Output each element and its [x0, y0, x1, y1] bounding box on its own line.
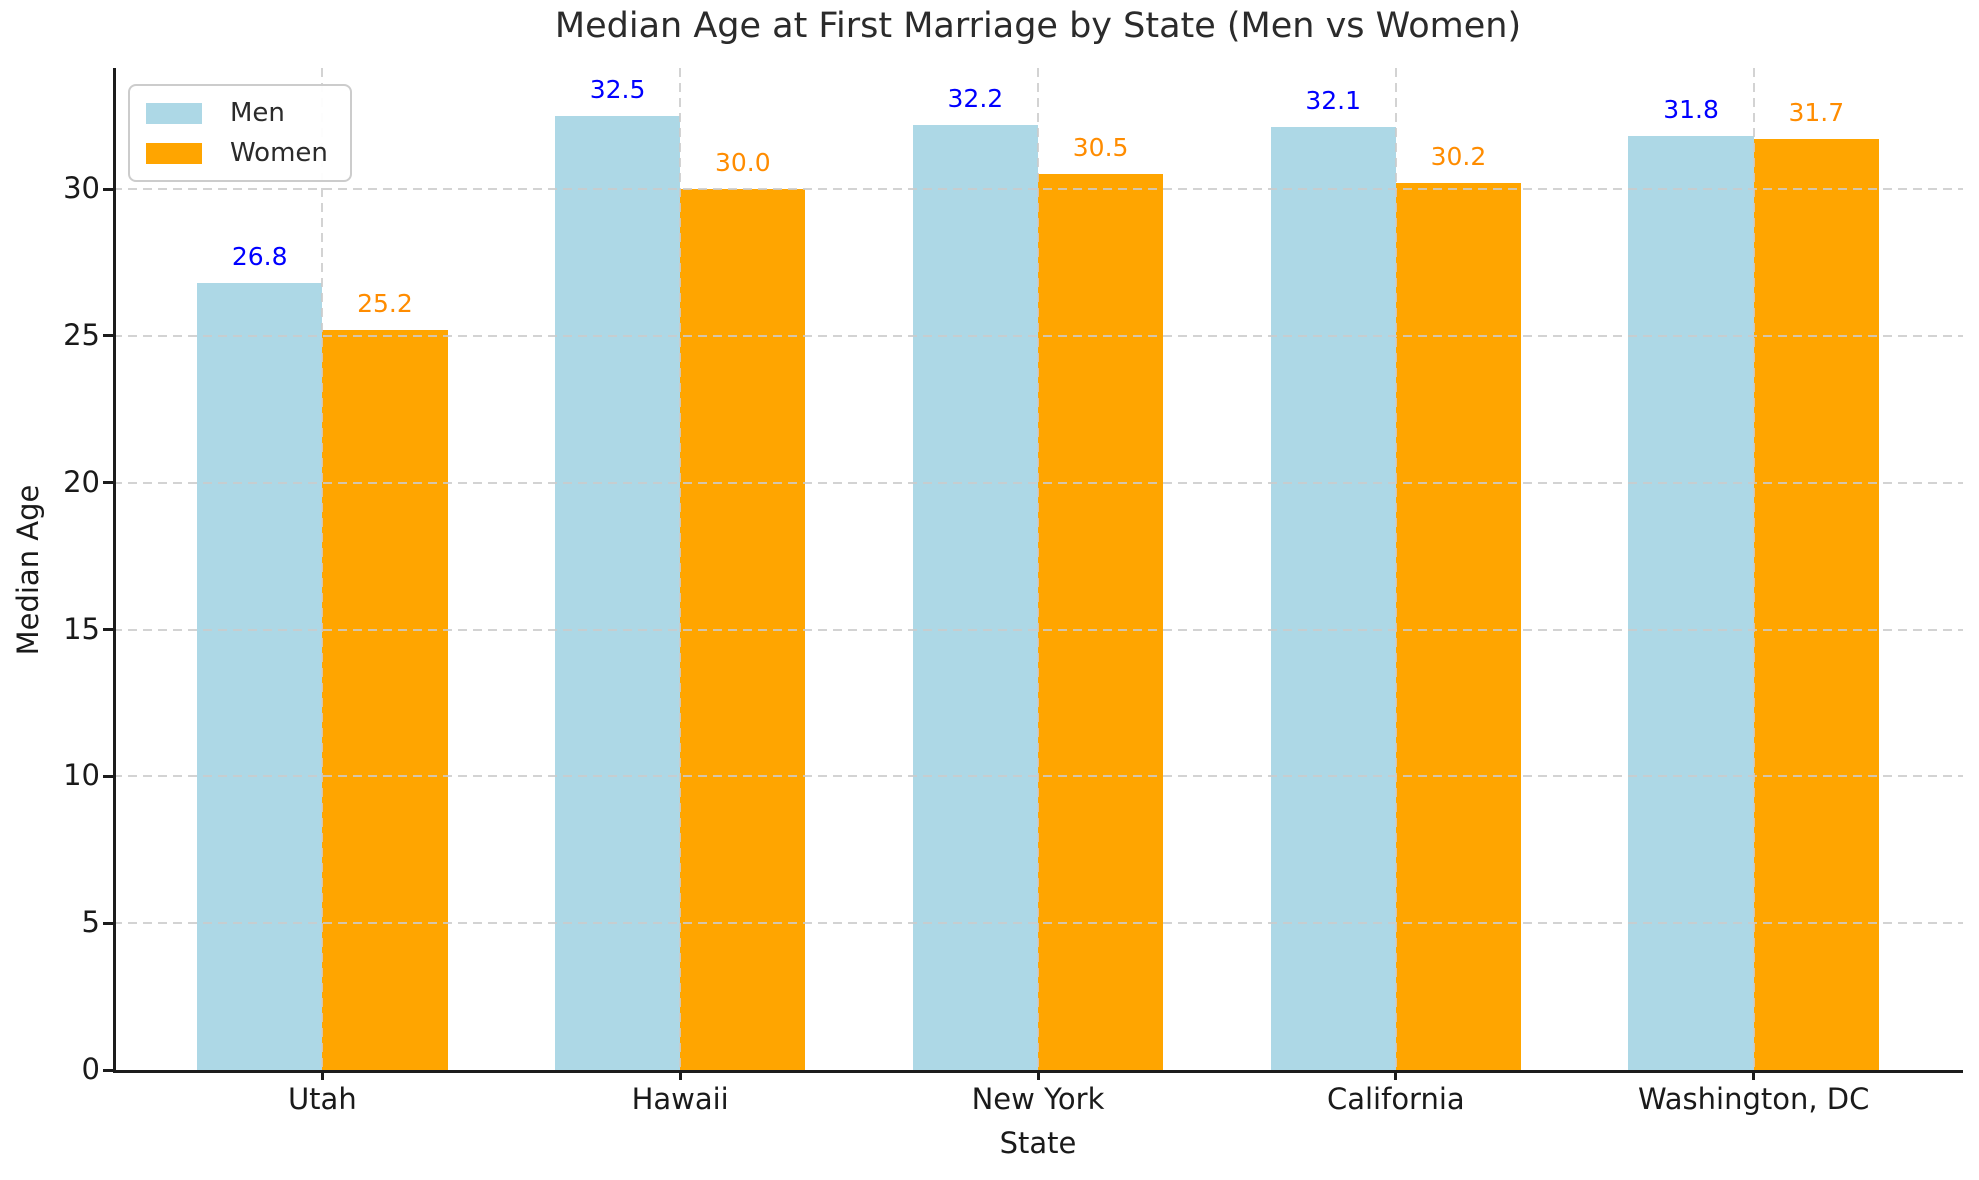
bar-women-3 — [1395, 183, 1522, 1070]
ytick-label-30: 30 — [63, 171, 100, 206]
ytick-label-10: 10 — [63, 758, 100, 793]
bar-men-3 — [1270, 127, 1396, 1070]
xtick-mark-2 — [1036, 1070, 1040, 1080]
bar-women-0 — [322, 330, 448, 1070]
ytick-mark-0 — [103, 1068, 113, 1072]
ytick-mark-20 — [103, 481, 113, 485]
ytick-mark-10 — [103, 774, 113, 778]
value-label-men-4: 31.8 — [1663, 95, 1719, 125]
gridline-x-2 — [1037, 68, 1039, 1070]
value-label-women-2: 30.5 — [1072, 133, 1129, 163]
ytick-mark-15 — [103, 628, 113, 632]
x-axis-label: State — [999, 1126, 1077, 1160]
ytick-mark-30 — [103, 187, 113, 191]
value-label-men-2: 32.2 — [947, 83, 1004, 113]
xtick-label-1: Hawaii — [631, 1082, 729, 1116]
legend: Men Women — [128, 84, 352, 182]
bar-women-4 — [1753, 139, 1879, 1070]
ytick-label-5: 5 — [81, 905, 100, 940]
xtick-mark-4 — [1752, 1070, 1756, 1080]
value-label-women-3: 30.2 — [1430, 142, 1487, 172]
legend-label-women: Women — [230, 138, 328, 168]
gridline-x-1 — [679, 68, 682, 1070]
value-label-men-1: 32.5 — [589, 74, 646, 104]
value-label-women-1: 30.0 — [714, 148, 771, 178]
xtick-label-3: California — [1326, 1082, 1465, 1116]
legend-swatch-women — [146, 142, 202, 164]
xtick-mark-0 — [320, 1070, 324, 1080]
ytick-mark-25 — [103, 334, 113, 338]
value-label-women-0: 25.2 — [357, 289, 413, 319]
legend-item-men: Men — [146, 98, 328, 128]
value-label-men-0: 26.8 — [231, 242, 288, 272]
gridline-x-4 — [1752, 68, 1755, 1070]
gridline-x-0 — [321, 68, 324, 1070]
bar-women-2 — [1038, 174, 1164, 1070]
legend-item-women: Women — [146, 138, 328, 168]
bar-men-1 — [554, 115, 681, 1070]
xtick-label-2: New York — [971, 1082, 1105, 1116]
bar-men-2 — [912, 124, 1038, 1070]
x-axis-spine — [113, 1070, 1963, 1073]
ytick-label-20: 20 — [63, 464, 100, 499]
ytick-label-0: 0 — [81, 1052, 100, 1086]
chart-title: Median Age at First Marriage by State (M… — [554, 6, 1522, 46]
bar-men-4 — [1628, 136, 1754, 1070]
xtick-label-4: Washington, DC — [1637, 1082, 1870, 1116]
ytick-mark-5 — [103, 921, 113, 925]
y-axis-spine — [113, 68, 116, 1073]
xtick-mark-3 — [1394, 1070, 1398, 1080]
xtick-mark-1 — [678, 1070, 682, 1080]
ytick-label-25: 25 — [63, 317, 100, 352]
value-label-men-3: 32.1 — [1305, 86, 1362, 116]
gridline-x-3 — [1394, 68, 1397, 1070]
ytick-label-15: 15 — [63, 611, 100, 646]
legend-label-men: Men — [230, 98, 285, 128]
xtick-label-0: Utah — [287, 1082, 357, 1116]
value-label-women-4: 31.7 — [1788, 98, 1845, 128]
bar-men-0 — [197, 283, 323, 1070]
legend-swatch-men — [146, 102, 202, 124]
y-axis-label: Median Age — [11, 484, 45, 656]
